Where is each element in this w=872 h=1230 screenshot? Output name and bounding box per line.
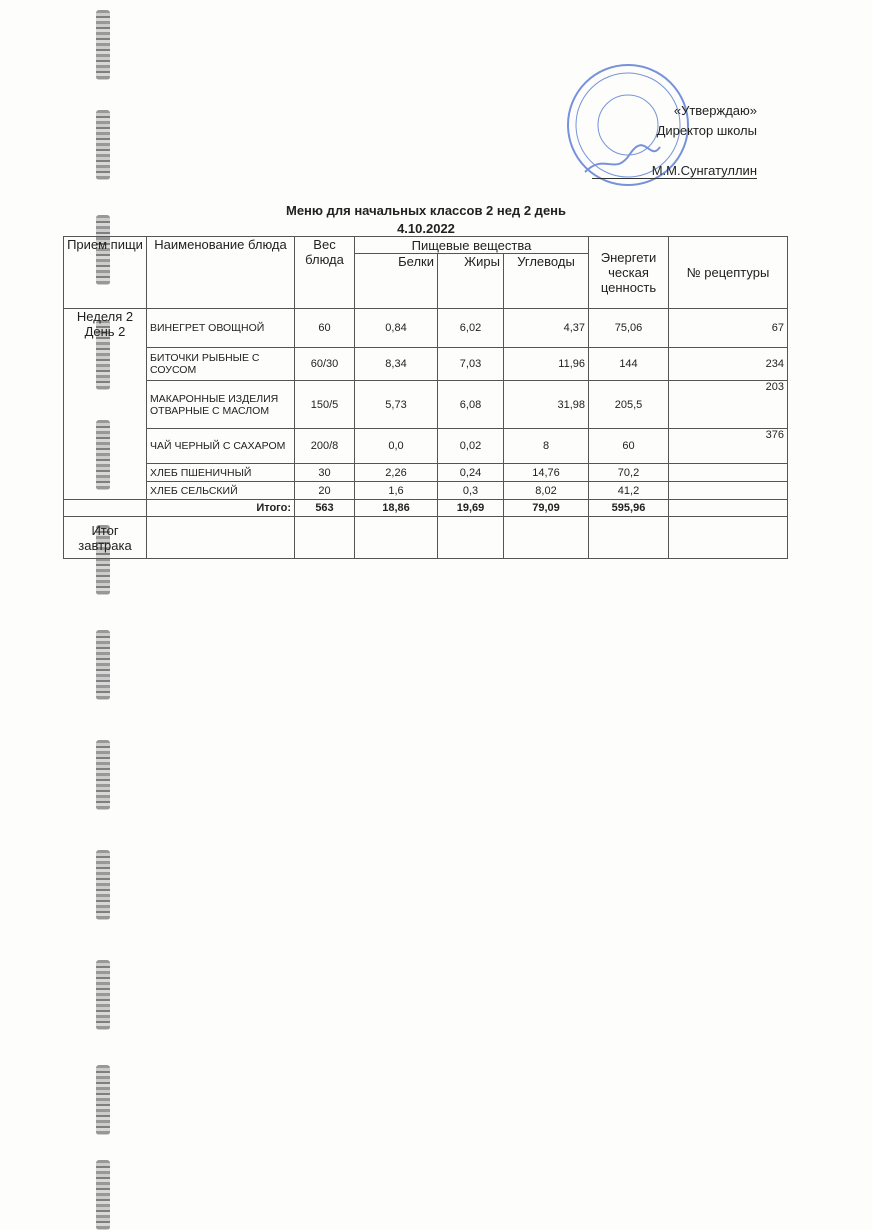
document-title: Меню для начальных классов 2 нед 2 день (285, 203, 567, 218)
table-row: МАКАРОННЫЕ ИЗДЕЛИЯ ОТВАРНЫЕ С МАСЛОМ 150… (64, 380, 788, 429)
dish-weight: 30 (294, 463, 355, 482)
approval-signatory: М.М.Сунгатуллин (591, 163, 757, 179)
dish-weight: 200/8 (294, 428, 355, 464)
header-weight: Вес блюда (294, 236, 355, 309)
meal-label: Неделя 2 День 2 (63, 308, 147, 500)
table-row: ХЛЕБ ПШЕНИЧНЫЙ 30 2,26 0,24 14,76 70,2 (64, 463, 788, 482)
dish-recipe: 67 (668, 308, 788, 348)
header-fat: Жиры (437, 253, 504, 309)
dish-weight: 20 (294, 481, 355, 500)
dish-name: ХЛЕБ СЕЛЬСКИЙ (146, 481, 295, 500)
header-energy: Энергети ческая ценность (588, 236, 669, 309)
dish-protein: 0,0 (354, 428, 438, 464)
dish-energy: 70,2 (588, 463, 669, 482)
binder-mark (96, 1065, 110, 1135)
dish-fat: 0,3 (437, 481, 504, 500)
binder-mark (96, 740, 110, 810)
dish-protein: 1,6 (354, 481, 438, 500)
footer-row: Итог завтрака (63, 516, 788, 559)
total-protein: 18,86 (354, 499, 438, 517)
binder-mark (96, 850, 110, 920)
binder-mark (96, 1160, 110, 1230)
dish-protein: 8,34 (354, 347, 438, 381)
binder-mark (96, 10, 110, 80)
dish-protein: 5,73 (354, 380, 438, 429)
dish-fat: 0,24 (437, 463, 504, 482)
total-row: Итого: 563 18,86 19,69 79,09 595,96 (63, 499, 788, 517)
dish-carbs: 11,96 (503, 347, 589, 381)
menu-table: Прием пищи Наименование блюда Вес блюда … (63, 236, 788, 559)
document-date: 4.10.2022 (397, 221, 455, 236)
dish-name: БИТОЧКИ РЫБНЫЕ С СОУСОМ (146, 347, 295, 381)
binder-mark (96, 110, 110, 180)
total-weight: 563 (294, 499, 355, 517)
dish-energy: 60 (588, 428, 669, 464)
table-row: Неделя 2 День 2 ВИНЕГРЕТ ОВОЩНОЙ 60 0,84… (63, 308, 788, 500)
school-stamp (567, 64, 689, 186)
dish-carbs: 8 (503, 428, 589, 464)
total-carbs: 79,09 (503, 499, 589, 517)
dish-fat: 7,03 (437, 347, 504, 381)
header-protein: Белки (354, 253, 438, 309)
dish-carbs: 14,76 (503, 463, 589, 482)
dish-carbs: 8,02 (503, 481, 589, 500)
header-dish: Наименование блюда (146, 236, 295, 309)
approval-line: «Утверждаю» (673, 103, 757, 118)
total-energy: 595,96 (588, 499, 669, 517)
dish-energy: 41,2 (588, 481, 669, 500)
dish-recipe (668, 463, 788, 482)
dish-weight: 60/30 (294, 347, 355, 381)
dish-carbs: 4,37 (503, 308, 589, 348)
binder-mark (96, 630, 110, 700)
header-carbs: Углеводы (503, 253, 589, 309)
dish-recipe: 234 (668, 347, 788, 381)
header-nutrients: Пищевые вещества (354, 236, 589, 254)
dish-name: ВИНЕГРЕТ ОВОЩНОЙ (146, 308, 295, 348)
dish-energy: 144 (588, 347, 669, 381)
dish-name: МАКАРОННЫЕ ИЗДЕЛИЯ ОТВАРНЫЕ С МАСЛОМ (146, 380, 295, 429)
total-fat: 19,69 (437, 499, 504, 517)
total-label: Итого: (146, 499, 295, 517)
dish-recipe: 376 (668, 428, 788, 464)
dish-name: ЧАЙ ЧЕРНЫЙ С САХАРОМ (146, 428, 295, 464)
dish-weight: 60 (294, 308, 355, 348)
table-row: ЧАЙ ЧЕРНЫЙ С САХАРОМ 200/8 0,0 0,02 8 60… (64, 428, 788, 464)
dish-recipe (668, 481, 788, 500)
table-row: ХЛЕБ СЕЛЬСКИЙ 20 1,6 0,3 8,02 41,2 (64, 481, 788, 500)
dish-name: ХЛЕБ ПШЕНИЧНЫЙ (146, 463, 295, 482)
header-meal: Прием пищи (63, 236, 147, 309)
dish-recipe: 203 (668, 380, 788, 429)
dish-fat: 0,02 (437, 428, 504, 464)
dish-carbs: 31,98 (503, 380, 589, 429)
dish-protein: 2,26 (354, 463, 438, 482)
dish-protein: 0,84 (354, 308, 438, 348)
dish-energy: 75,06 (588, 308, 669, 348)
table-row: БИТОЧКИ РЫБНЫЕ С СОУСОМ 60/30 8,34 7,03 … (64, 347, 788, 381)
dish-fat: 6,08 (437, 380, 504, 429)
binder-mark (96, 960, 110, 1030)
dish-fat: 6,02 (437, 308, 504, 348)
breakfast-total-label: Итог завтрака (63, 516, 147, 559)
dish-energy: 205,5 (588, 380, 669, 429)
dish-weight: 150/5 (294, 380, 355, 429)
approval-position: Директор школы (656, 123, 757, 138)
header-recipe: № рецептуры (668, 236, 788, 309)
